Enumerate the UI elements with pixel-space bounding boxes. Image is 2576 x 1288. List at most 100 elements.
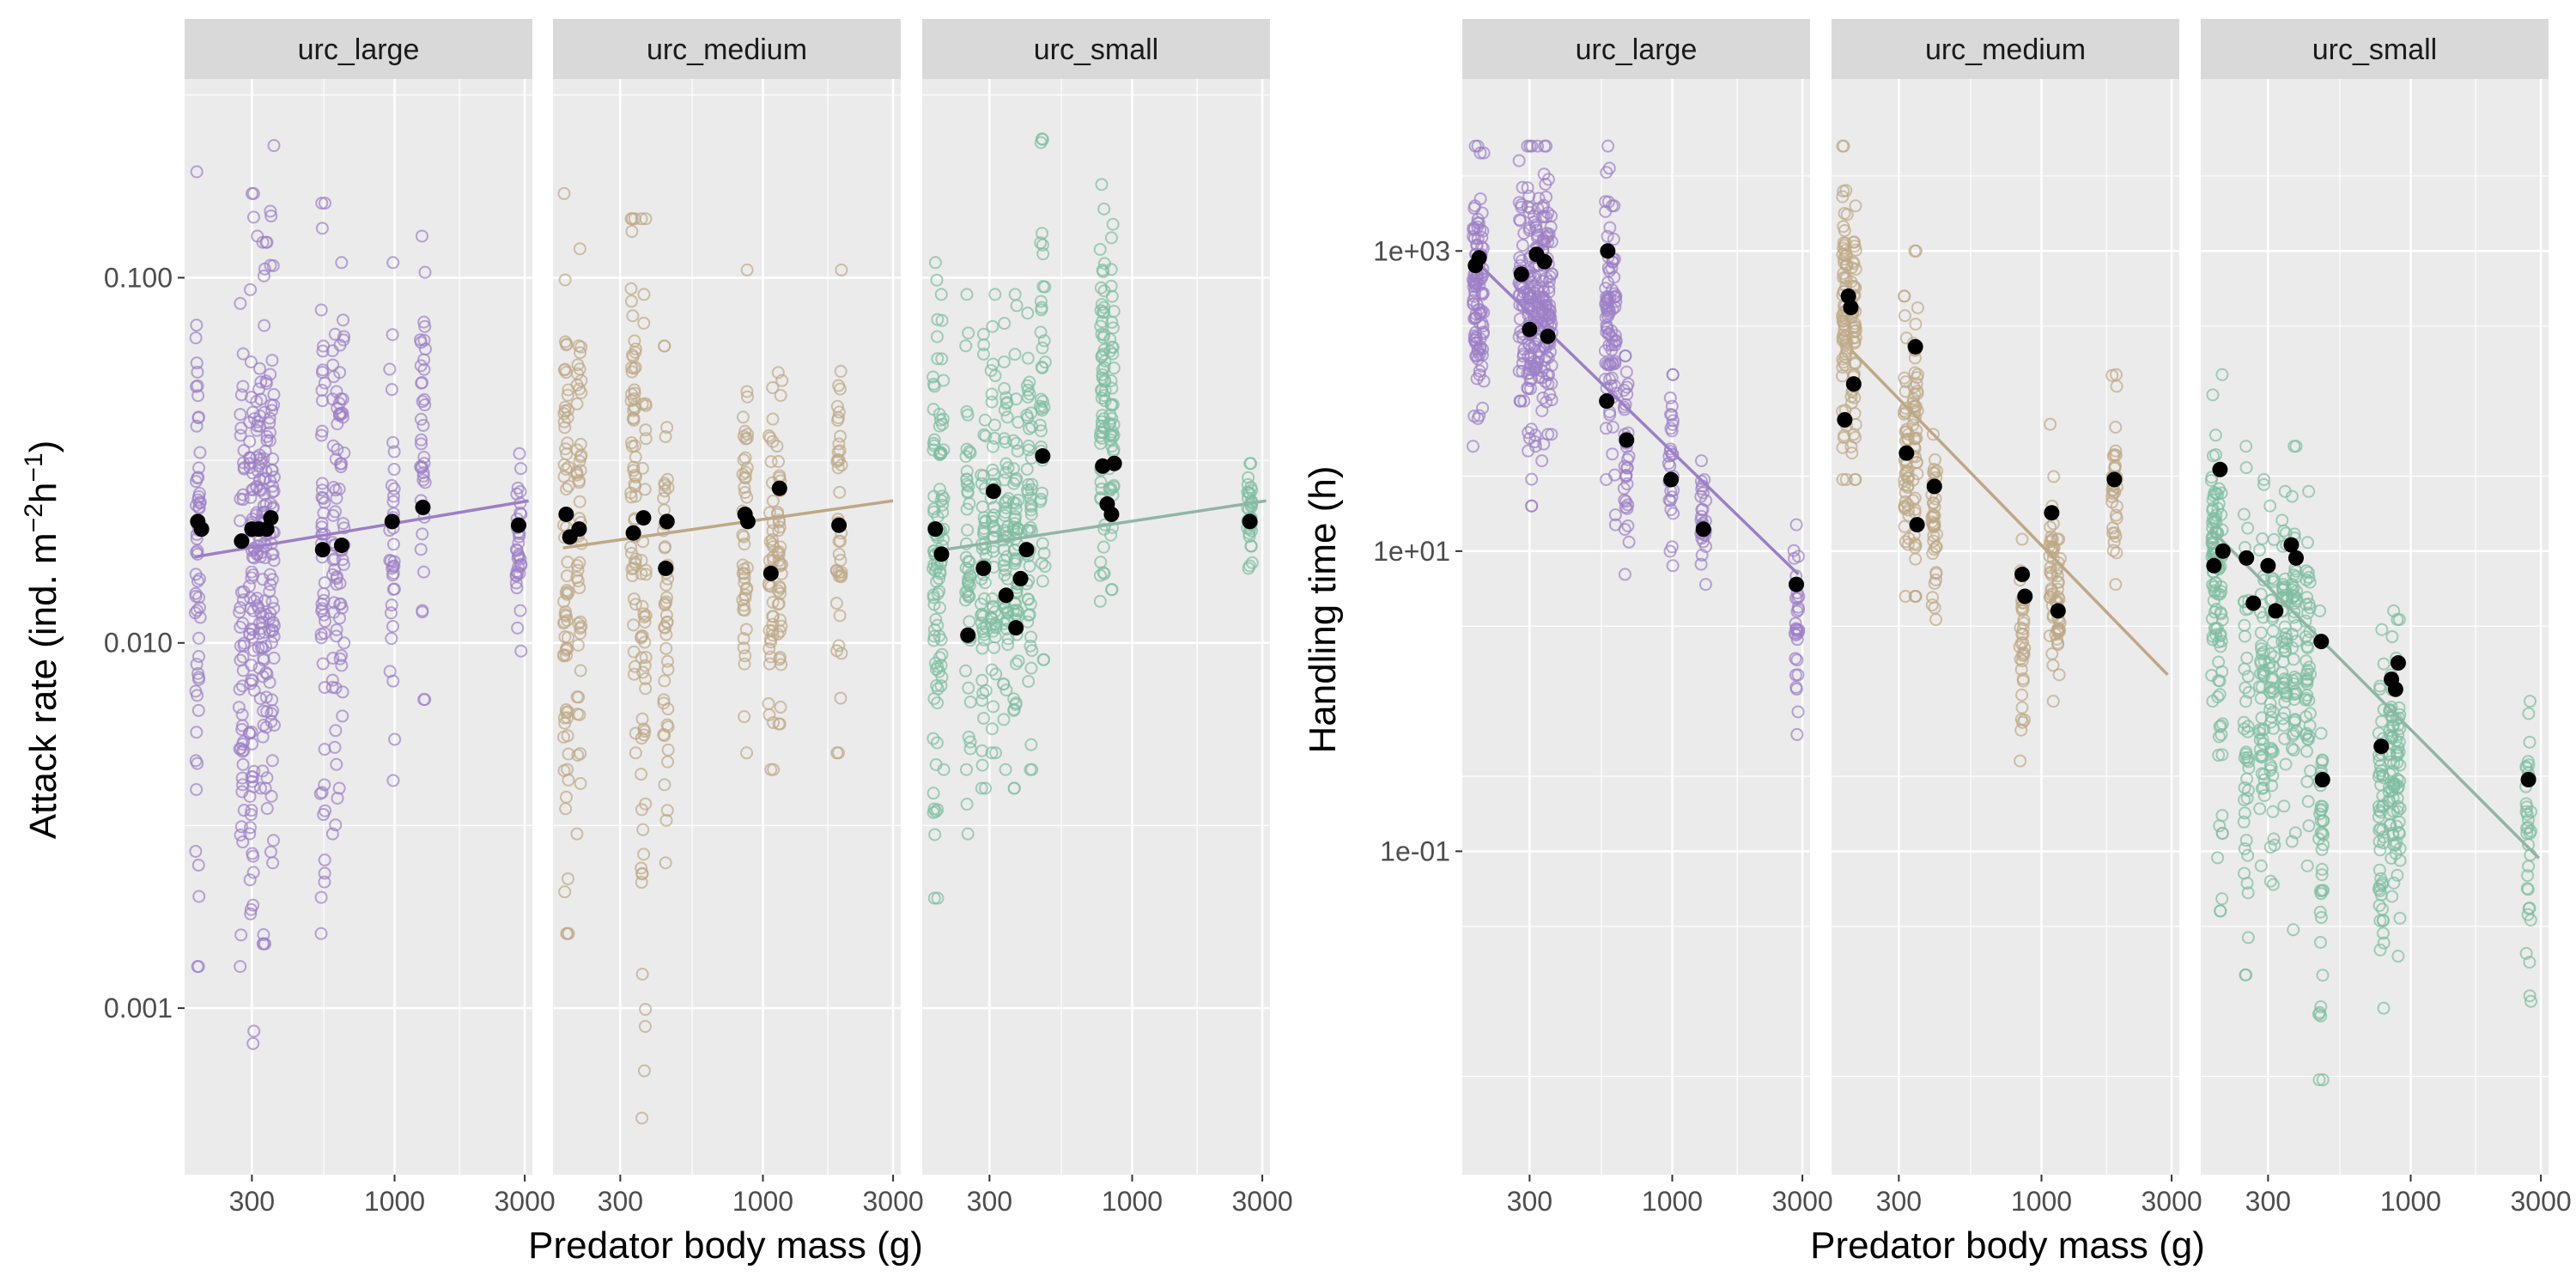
data-point — [234, 296, 247, 310]
data-point — [2205, 471, 2219, 484]
data-point — [247, 1024, 261, 1038]
data-point — [1911, 301, 1924, 314]
data-point — [764, 650, 778, 664]
data-point — [191, 604, 204, 617]
mean-point — [2268, 603, 2284, 619]
trend-line — [194, 499, 529, 559]
data-point — [331, 443, 344, 457]
data-point — [557, 407, 571, 421]
data-point — [1473, 332, 1487, 346]
data-point — [1514, 394, 1528, 408]
data-point — [1789, 623, 1803, 636]
data-point — [2208, 605, 2221, 619]
data-point — [660, 421, 674, 434]
data-point — [189, 684, 203, 698]
data-point — [260, 802, 274, 816]
data-point — [2372, 835, 2386, 848]
data-point — [513, 447, 526, 460]
data-point — [191, 471, 204, 485]
mean-point — [1035, 448, 1051, 465]
mean-point — [1599, 393, 1615, 410]
data-point — [1245, 556, 1259, 569]
data-point — [388, 732, 402, 746]
data-point — [1024, 762, 1037, 776]
data-point — [2257, 789, 2271, 803]
data-point — [1473, 146, 1487, 160]
data-point — [1009, 597, 1023, 611]
data-point — [1097, 389, 1111, 403]
data-point — [415, 375, 428, 389]
data-point — [2287, 744, 2300, 757]
data-point — [2300, 744, 2313, 758]
data-point — [265, 404, 279, 417]
data-point — [1927, 534, 1941, 548]
data-point — [2376, 914, 2390, 927]
data-point — [1837, 185, 1850, 198]
data-point — [574, 340, 588, 354]
data-point — [639, 650, 653, 664]
data-point — [2252, 726, 2266, 739]
data-point — [243, 873, 257, 887]
data-point — [2519, 805, 2533, 818]
data-point — [2050, 569, 2064, 583]
data-point — [334, 460, 348, 474]
data-point — [246, 630, 259, 644]
mean-point — [659, 513, 675, 530]
data-point — [1093, 568, 1107, 582]
data-point — [266, 704, 280, 718]
data-point — [1475, 231, 1489, 245]
data-point — [1010, 299, 1024, 313]
data-point — [2266, 805, 2280, 818]
data-point — [1106, 398, 1120, 411]
data-point — [1010, 603, 1024, 617]
data-point — [2393, 854, 2407, 867]
data-point — [191, 671, 205, 684]
data-point — [417, 450, 431, 464]
data-point — [2312, 1007, 2325, 1021]
data-point — [234, 928, 248, 942]
data-point — [1907, 380, 1921, 394]
data-point — [315, 197, 329, 210]
data-point — [1847, 235, 1861, 249]
data-point — [959, 762, 973, 776]
data-point — [2389, 838, 2403, 852]
data-point — [414, 543, 428, 556]
facet-urc-large: urc_large 300 1000 3000 — [185, 19, 556, 1217]
data-point — [2265, 779, 2279, 793]
data-point — [1543, 304, 1557, 318]
mean-point — [975, 560, 992, 576]
data-point — [557, 711, 571, 725]
data-point — [2254, 859, 2268, 872]
data-point — [336, 553, 349, 567]
data-point — [253, 410, 267, 423]
data-point — [2312, 1073, 2326, 1087]
data-point — [2214, 627, 2227, 641]
data-point — [254, 375, 268, 389]
data-point — [570, 466, 584, 480]
data-point — [639, 1002, 653, 1016]
data-point — [933, 601, 946, 615]
data-point — [1107, 305, 1121, 319]
data-point — [766, 380, 780, 394]
data-point — [266, 834, 280, 848]
data-point — [659, 430, 672, 444]
data-point — [573, 495, 586, 508]
data-point — [1025, 477, 1039, 491]
data-point — [2285, 742, 2299, 756]
data-point — [1021, 351, 1035, 365]
data-point — [637, 288, 651, 301]
data-point — [1037, 653, 1051, 666]
data-point — [2109, 508, 2123, 522]
data-point — [659, 641, 673, 655]
data-point — [1475, 286, 1489, 300]
data-point — [335, 659, 349, 672]
mean-point — [1513, 266, 1529, 283]
facet-urc-small: urc_small 300 1000 3000 — [922, 19, 1293, 1217]
data-point — [1093, 242, 1107, 256]
data-point — [1106, 340, 1120, 354]
data-point — [1037, 334, 1051, 348]
data-point — [556, 730, 570, 744]
data-point — [2044, 584, 2058, 598]
